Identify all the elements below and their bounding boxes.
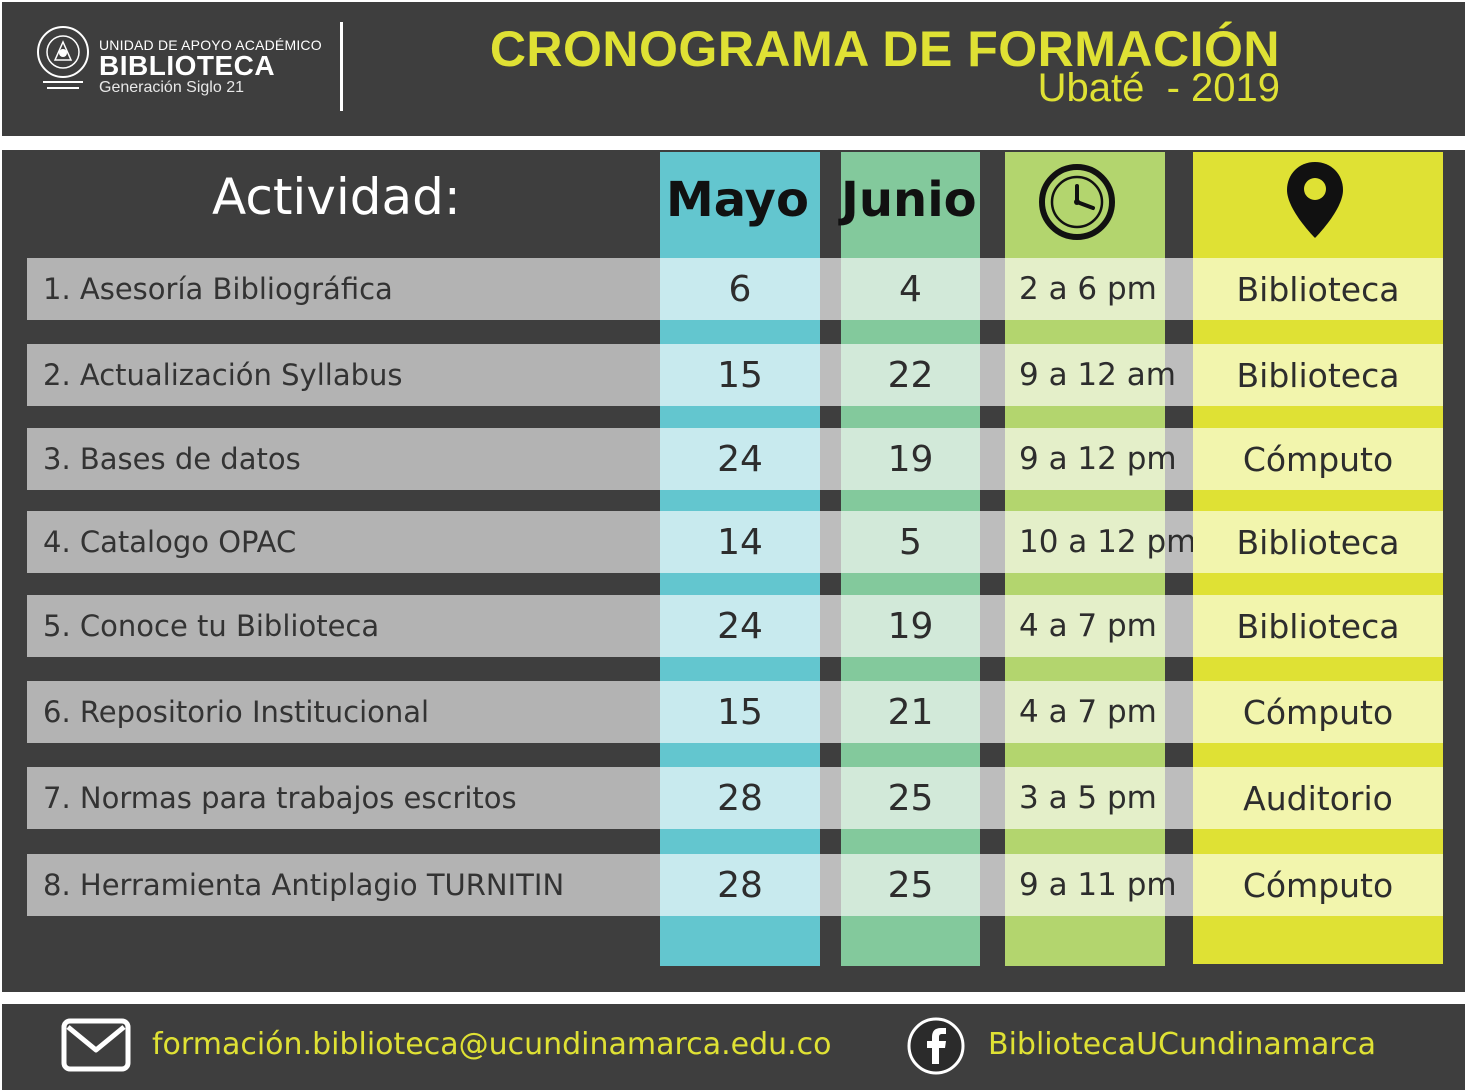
time-cell: 4 a 7 pm xyxy=(1005,595,1193,657)
header-banner xyxy=(2,2,1465,136)
place-cell: Cómputo xyxy=(1193,854,1443,916)
time-cell: 4 a 7 pm xyxy=(1005,681,1193,743)
row-separator xyxy=(820,767,841,829)
row-separator xyxy=(980,258,1005,320)
row-separator xyxy=(980,511,1005,573)
logo-text-unit: UNIDAD DE APOYO ACADÉMICO xyxy=(99,37,322,53)
junio-date-cell: 21 xyxy=(841,681,980,743)
time-cell: 9 a 12 am xyxy=(1005,344,1193,406)
junio-date-cell: 25 xyxy=(841,767,980,829)
mayo-date-cell: 14 xyxy=(660,511,820,573)
place-cell: Biblioteca xyxy=(1193,344,1443,406)
header-mayo: Mayo xyxy=(666,172,809,228)
time-cell: 2 a 6 pm xyxy=(1005,258,1193,320)
table-row: 8. Herramienta Antiplagio TURNITIN 28 25 9 … xyxy=(0,854,1467,916)
activity-cell: 6. Repositorio Institucional xyxy=(27,681,660,743)
mayo-date-cell: 15 xyxy=(660,344,820,406)
row-separator xyxy=(820,258,841,320)
clock-icon xyxy=(1039,164,1115,240)
mayo-date-cell: 15 xyxy=(660,681,820,743)
mayo-date-cell: 6 xyxy=(660,258,820,320)
row-separator xyxy=(820,681,841,743)
row-separator xyxy=(980,595,1005,657)
junio-date-cell: 19 xyxy=(841,428,980,490)
header-junio: Junio xyxy=(841,172,977,228)
table-row: 3. Bases de datos 24 19 9 a 12 pm Cómputo xyxy=(0,428,1467,490)
activity-cell: 5. Conoce tu Biblioteca xyxy=(27,595,660,657)
table-row: 5. Conoce tu Biblioteca 24 19 4 a 7 pm Bibli… xyxy=(0,595,1467,657)
activity-cell: 1. Asesoría Bibliográfica xyxy=(27,258,660,320)
place-cell: Biblioteca xyxy=(1193,258,1443,320)
header-divider xyxy=(340,22,343,111)
mail-icon xyxy=(61,1018,131,1072)
row-separator xyxy=(980,854,1005,916)
row-separator xyxy=(820,428,841,490)
row-separator xyxy=(820,344,841,406)
row-separator xyxy=(980,344,1005,406)
table-row: 4. Catalogo OPAC 14 5 10 a 12 pm Biblioteca xyxy=(0,511,1467,573)
table-row: 7. Normas para trabajos escritos 28 25 3 a … xyxy=(0,767,1467,829)
row-separator xyxy=(980,681,1005,743)
junio-date-cell: 5 xyxy=(841,511,980,573)
location-pin-icon xyxy=(1287,162,1343,238)
time-cell: 10 a 12 pm xyxy=(1005,511,1196,573)
junio-date-cell: 19 xyxy=(841,595,980,657)
activity-cell: 2. Actualización Syllabus xyxy=(27,344,660,406)
row-separator xyxy=(980,767,1005,829)
place-cell: Biblioteca xyxy=(1193,595,1443,657)
place-cell: Auditorio xyxy=(1193,767,1443,829)
activity-cell: 4. Catalogo OPAC xyxy=(27,511,660,573)
page-title: CRONOGRAMA DE FORMACIÓN xyxy=(489,21,1280,77)
junio-date-cell: 22 xyxy=(841,344,980,406)
junio-date-cell: 25 xyxy=(841,854,980,916)
mayo-date-cell: 28 xyxy=(660,767,820,829)
logo-text-tagline: Generación Siglo 21 xyxy=(99,79,244,96)
email-link[interactable]: formación.biblioteca@ucundinamarca.edu.c… xyxy=(152,1027,832,1062)
time-cell: 9 a 11 pm xyxy=(1005,854,1193,916)
activity-cell: 3. Bases de datos xyxy=(27,428,660,490)
footer-banner xyxy=(2,1004,1465,1090)
row-separator xyxy=(820,854,841,916)
time-cell: 9 a 12 pm xyxy=(1005,428,1193,490)
page-subtitle: Ubaté - 2019 xyxy=(1037,66,1280,110)
activity-cell: 7. Normas para trabajos escritos xyxy=(27,767,660,829)
place-cell: Biblioteca xyxy=(1193,511,1443,573)
row-separator xyxy=(980,428,1005,490)
mayo-date-cell: 24 xyxy=(660,595,820,657)
table-row: 2. Actualización Syllabus 15 22 9 a 12 am Bi… xyxy=(0,344,1467,406)
table-row: 1. Asesoría Bibliográfica 6 4 2 a 6 pm Bibli… xyxy=(0,258,1467,320)
facebook-icon xyxy=(907,1017,965,1075)
logo-text-biblioteca: BIBLIOTECA xyxy=(99,50,276,81)
mayo-date-cell: 24 xyxy=(660,428,820,490)
place-cell: Cómputo xyxy=(1193,681,1443,743)
row-separator xyxy=(820,511,841,573)
junio-date-cell: 4 xyxy=(841,258,980,320)
activity-cell: 8. Herramienta Antiplagio TURNITIN xyxy=(27,854,660,916)
facebook-link[interactable]: BibliotecaUCundinamarca xyxy=(988,1027,1376,1062)
table-row: 6. Repositorio Institucional 15 21 4 a 7 pm… xyxy=(0,681,1467,743)
university-seal-icon xyxy=(37,26,89,89)
place-cell: Cómputo xyxy=(1193,428,1443,490)
mayo-date-cell: 28 xyxy=(660,854,820,916)
time-cell: 3 a 5 pm xyxy=(1005,767,1193,829)
row-separator xyxy=(820,595,841,657)
header-actividad: Actividad: xyxy=(212,168,461,226)
